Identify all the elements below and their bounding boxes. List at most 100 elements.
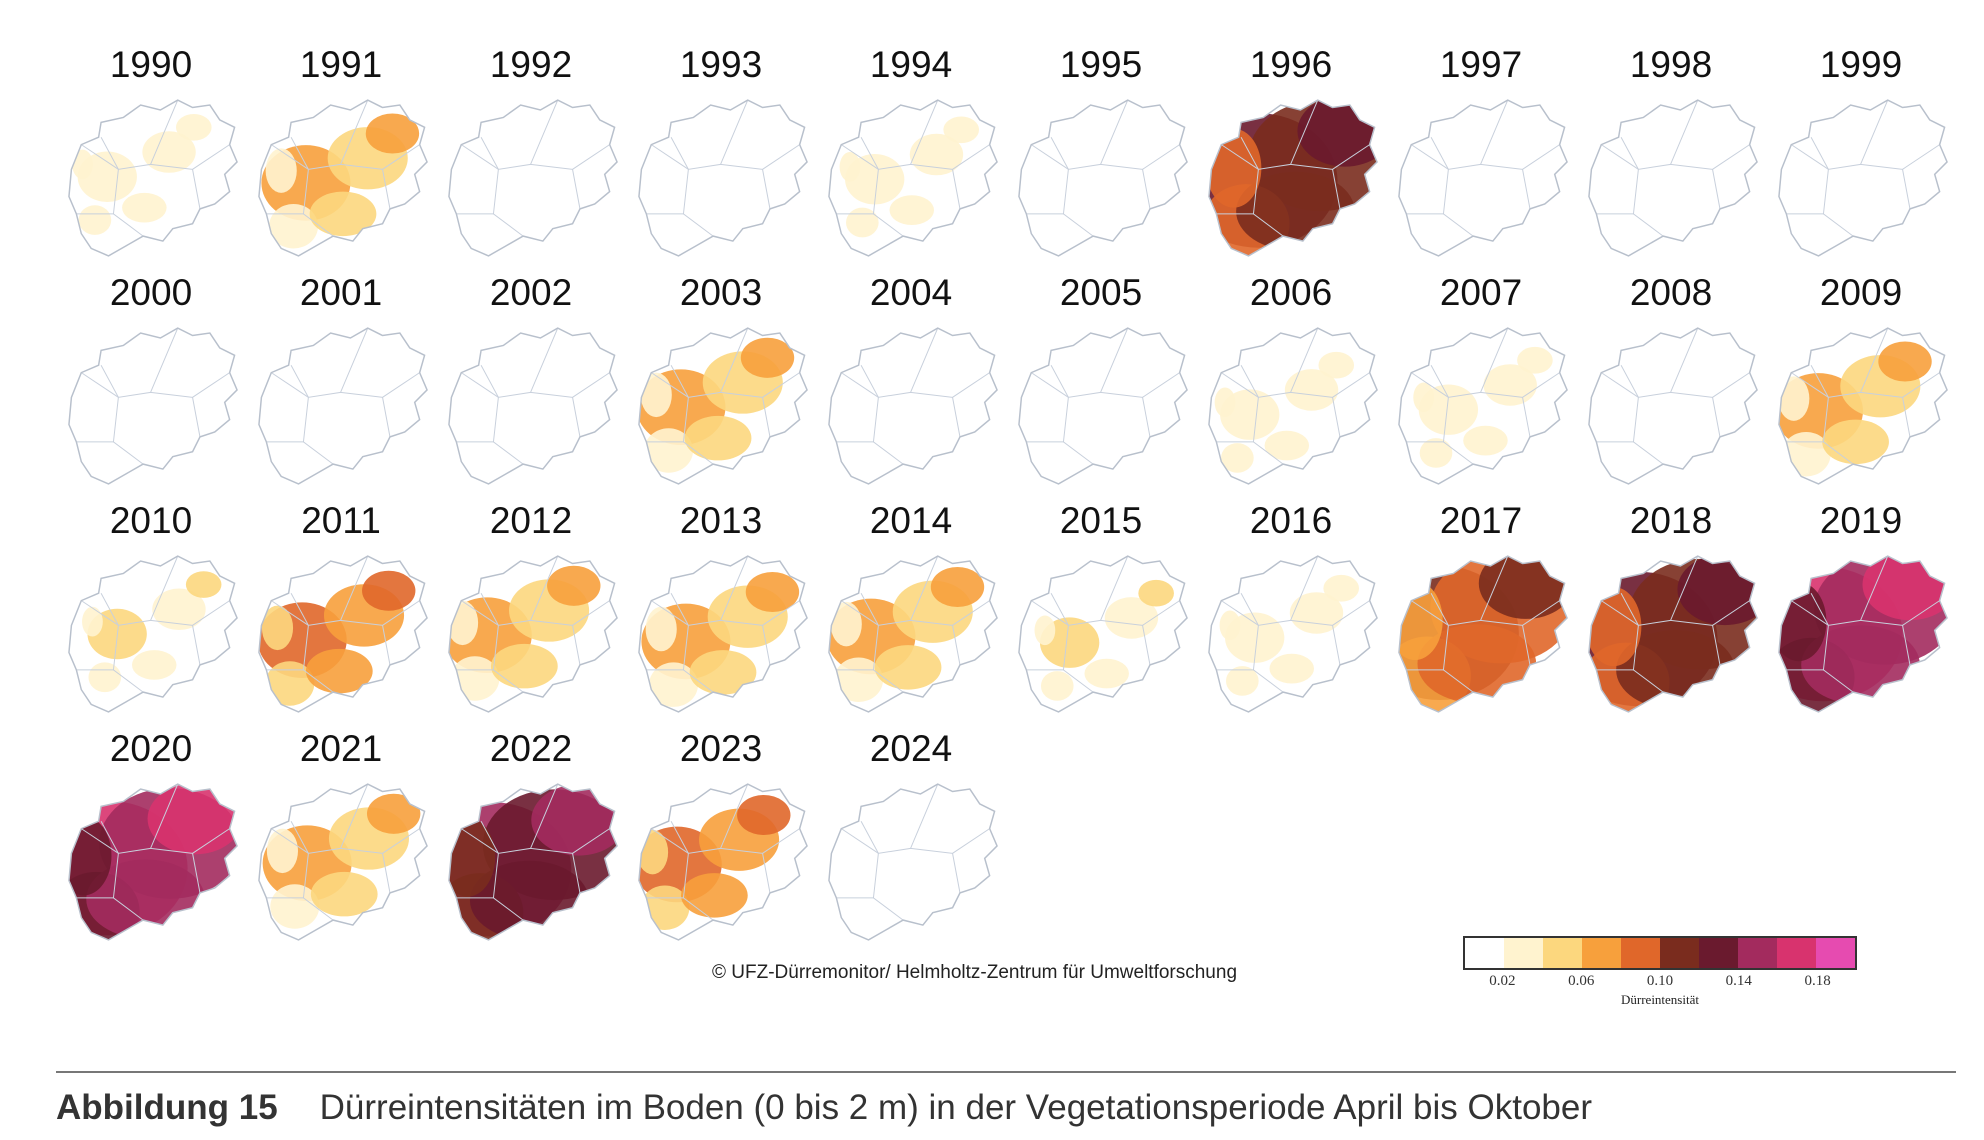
year-label: 1991 xyxy=(299,44,383,85)
drought-area xyxy=(1104,597,1159,639)
drought-area xyxy=(265,661,315,706)
drought-area xyxy=(1517,346,1553,374)
year-map: 2014 xyxy=(816,500,1006,728)
drought-area xyxy=(1138,579,1174,607)
drought-area xyxy=(1323,574,1360,602)
year-label: 1994 xyxy=(869,44,953,85)
year-label: 2006 xyxy=(1249,272,1333,313)
drought-area xyxy=(1264,430,1310,461)
drought-area xyxy=(943,116,980,144)
year-map: 1998 xyxy=(1576,44,1766,272)
drought-area xyxy=(531,784,618,856)
drought-area xyxy=(450,656,500,701)
drought-area xyxy=(365,113,420,154)
year-map: 2022 xyxy=(436,728,626,956)
year-map: 1995 xyxy=(1006,44,1196,272)
drought-area xyxy=(649,662,699,707)
region-map xyxy=(1588,99,1758,257)
drought-area xyxy=(1478,556,1568,619)
drought-area xyxy=(1269,653,1315,684)
legend-swatch xyxy=(1465,938,1504,968)
year-map: 2023 xyxy=(626,728,816,956)
year-label: 2018 xyxy=(1629,500,1713,541)
year-label: 2008 xyxy=(1629,272,1713,313)
region-map xyxy=(638,783,808,941)
drought-area xyxy=(874,645,942,690)
drought-area xyxy=(310,871,378,917)
drought-area xyxy=(88,662,122,693)
year-label: 2005 xyxy=(1059,272,1143,313)
drought-area xyxy=(1084,658,1129,689)
drought-area xyxy=(152,588,206,631)
legend-swatch xyxy=(1504,938,1543,968)
region-map xyxy=(258,783,428,941)
drought-area xyxy=(1778,376,1810,421)
drought-area xyxy=(830,601,862,647)
legend-swatch xyxy=(1816,938,1855,968)
year-label: 1990 xyxy=(109,44,193,85)
drought-area xyxy=(265,148,297,193)
legend-tick: 0.10 xyxy=(1646,973,1674,989)
year-label: 1997 xyxy=(1439,44,1523,85)
caption-label: Abbildung 15 xyxy=(56,1088,278,1127)
drought-area xyxy=(366,793,421,834)
drought-area xyxy=(640,372,672,418)
drought-area xyxy=(78,205,112,235)
drought-area xyxy=(740,337,795,378)
legend-title: Dürreintensität xyxy=(1621,992,1699,1007)
legend-tick: 0.18 xyxy=(1804,973,1831,989)
legend-tick: 0.06 xyxy=(1568,973,1595,989)
region-map xyxy=(1398,327,1568,485)
year-label: 2022 xyxy=(489,728,573,769)
drought-area xyxy=(1483,364,1537,406)
region-map xyxy=(1778,327,1948,485)
region-map xyxy=(448,99,618,257)
legend-color-bar xyxy=(1463,936,1857,970)
year-map: 1999 xyxy=(1766,44,1956,272)
drought-area xyxy=(82,606,103,637)
drought-area xyxy=(1226,666,1259,696)
year-map: 2015 xyxy=(1006,500,1196,728)
legend-tick: 0.14 xyxy=(1725,973,1752,989)
year-label: 2013 xyxy=(679,500,763,541)
year-map: 2021 xyxy=(246,728,436,956)
legend-swatch xyxy=(1660,938,1699,968)
year-label: 2001 xyxy=(299,272,383,313)
region-map xyxy=(1778,99,1948,257)
legend-swatch xyxy=(1777,938,1816,968)
region-map xyxy=(828,327,998,485)
region-map xyxy=(68,783,238,941)
region-map xyxy=(1588,327,1758,485)
region-map xyxy=(1398,555,1568,713)
drought-area xyxy=(1588,587,1642,667)
year-label: 2009 xyxy=(1819,272,1903,313)
drought-area xyxy=(185,571,222,598)
region-map xyxy=(638,99,808,257)
drought-area xyxy=(1034,615,1056,646)
year-label: 2014 xyxy=(869,500,953,541)
region-map xyxy=(1018,99,1188,257)
year-label: 1998 xyxy=(1629,44,1713,85)
drought-area xyxy=(1221,443,1254,473)
region-map xyxy=(448,555,618,713)
year-label: 1995 xyxy=(1059,44,1143,85)
drought-area xyxy=(1208,128,1262,208)
drought-area xyxy=(680,873,748,918)
year-map: 2013 xyxy=(626,500,816,728)
year-label: 2004 xyxy=(869,272,953,313)
year-label: 2000 xyxy=(109,272,193,313)
year-label: 2012 xyxy=(489,500,573,541)
year-map: 1994 xyxy=(816,44,1006,272)
year-map: 2002 xyxy=(436,272,626,500)
drought-area xyxy=(1822,419,1889,465)
region-map xyxy=(68,555,238,713)
drought-area xyxy=(142,131,196,173)
year-label: 1999 xyxy=(1819,44,1903,85)
region-map xyxy=(1398,99,1568,257)
year-map: 2024 xyxy=(816,728,1006,956)
year-map: 1992 xyxy=(436,44,626,272)
year-map: 2003 xyxy=(626,272,816,500)
drought-area xyxy=(270,884,320,929)
region-map xyxy=(258,99,428,257)
year-label: 1996 xyxy=(1249,44,1333,85)
